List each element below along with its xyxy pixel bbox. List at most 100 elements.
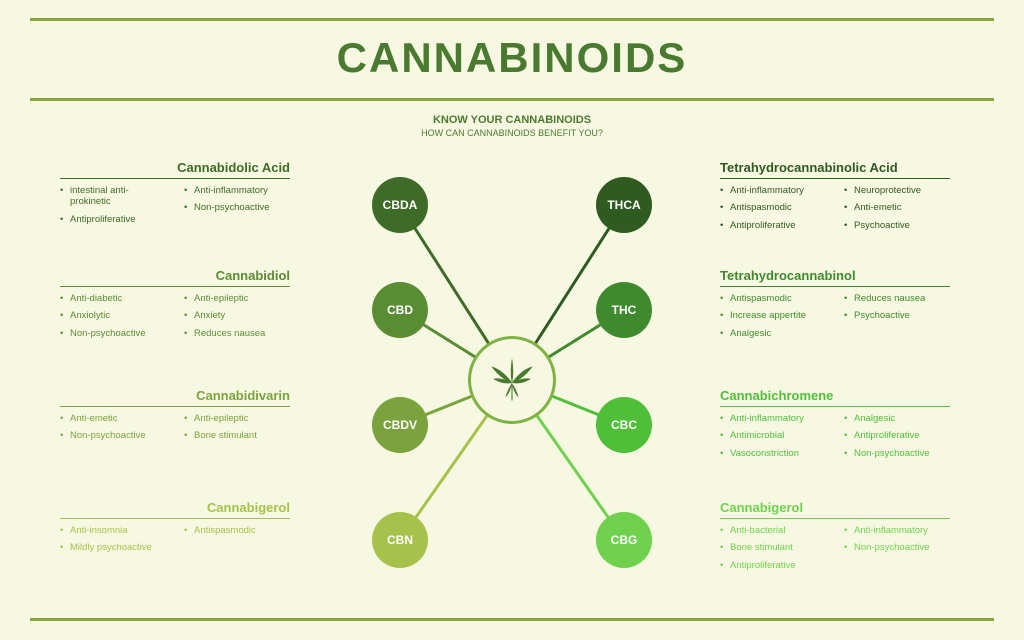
panel-col: Anti-inflammatory Antimicrobial Vasoconstr… (720, 413, 826, 465)
panel-col: Anti-diabetic Anxiolytic Non-psychoactive (60, 293, 166, 345)
panel-item: Antiproliferative (720, 220, 826, 231)
panel-item: Psychoactive (844, 220, 950, 231)
main-title: CANNABINOIDS (0, 34, 1024, 82)
panel-item: Non-psychoactive (60, 430, 166, 441)
panel-title: Cannabidiol (60, 268, 290, 287)
panel-item: intestinal anti-prokinetic (60, 185, 166, 208)
panel-columns: Anti-emetic Non-psychoactive Anti-epilepti… (60, 413, 290, 448)
panel-item: Anti-inflammatory (720, 185, 826, 196)
node-thc: THC (596, 282, 652, 338)
node-cbdv: CBDV (372, 397, 428, 453)
panel-list: Reduces nausea Psychoactive (844, 293, 950, 322)
node-cbn: CBN (372, 512, 428, 568)
panel-item: Neuroprotective (844, 185, 950, 196)
panel-col: Anti-inflammatory Non-psychoactive (844, 525, 950, 577)
panel-item: Bone stimulant (720, 542, 826, 553)
panel-columns: Anti-diabeticAnxiolyticNon-psychoactiveA… (60, 293, 290, 345)
panel-cannabidivarin: Cannabidivarin Anti-emetic Non-psychoactiv… (60, 388, 290, 448)
panel-col: Anti-epileptic Anxiety Reduces nausea (184, 293, 290, 345)
divider-rule (30, 98, 994, 101)
panel-item: Anti-emetic (844, 202, 950, 213)
panel-columns: Anti-inflammatory Antimicrobial Vasoconstr… (720, 413, 950, 465)
panel-columns: intestinal anti-prokinetic Antiproliferat… (60, 185, 290, 231)
panel-item: Anti-inflammatory (844, 525, 950, 536)
panel-cannabidolic-acid: Cannabidolic Acid intestinal anti-prokine… (60, 160, 290, 231)
panel-list: Anti-diabetic Anxiolytic Non-psychoactive (60, 293, 166, 339)
panel-list: Anti-inflammatory Non-psychoactive (844, 525, 950, 554)
panel-columns: Anti-bacterial Bone stimulant Antiprolifer… (720, 525, 950, 577)
panel-list: Anti-bacterial Bone stimulant Antiprolifer… (720, 525, 826, 571)
divider-rule (30, 618, 994, 621)
panel-item: Anti-inflammatory (720, 413, 826, 424)
panel-item: Reduces nausea (844, 293, 950, 304)
panel-list: Anti-epileptic Anxiety Reduces nausea (184, 293, 290, 339)
panel-list: Anti-emetic Non-psychoactive (60, 413, 166, 442)
panel-item: Non-psychoactive (844, 542, 950, 553)
panel-title: Tetrahydrocannabinolic Acid (720, 160, 950, 179)
panel-list: Neuroprotective Anti-emetic Psychoactive (844, 185, 950, 231)
panel-item: Anti-epileptic (184, 293, 290, 304)
panel-item: Antispasmodic (720, 293, 826, 304)
panel-item: Anti-bacterial (720, 525, 826, 536)
panel-col: Anti-inflammatoryNon-psychoactive (184, 185, 290, 231)
node-cbg: CBG (596, 512, 652, 568)
subtitle-secondary: HOW CAN CANNABINOIDS BENEFIT YOU? (0, 128, 1024, 138)
panel-item: Increase appertite (720, 310, 826, 321)
panel-title: Cannabigerol (720, 500, 950, 519)
panel-title: Cannabigerol (60, 500, 290, 519)
panel-item: Antispasmodic (720, 202, 826, 213)
panel-item: Anti-diabetic (60, 293, 166, 304)
panel-list: Anti-inflammatory Antispasmodic Antiprolif… (720, 185, 826, 231)
divider-rule (30, 18, 994, 21)
panel-col: Anti-emetic Non-psychoactive (60, 413, 166, 448)
panel-list: Anti-inflammatoryNon-psychoactive (184, 185, 290, 214)
panel-list: Anti-inflammatory Antimicrobial Vasoconstr… (720, 413, 826, 459)
panel-item: Anxiety (184, 310, 290, 321)
panel-item: Antiproliferative (720, 560, 826, 571)
panel-columns: Anti-insomnia Mildly psychoactive Antispas… (60, 525, 290, 560)
panel-list: AnalgesicAntiproliferativeNon-psychoacti… (844, 413, 950, 459)
panel-item: Antiproliferative (60, 214, 166, 225)
panel-list: Antispasmodic Increase appertite Analgesic (720, 293, 826, 339)
panel-item: Psychoactive (844, 310, 950, 321)
panel-col: Antispasmodic (184, 525, 290, 560)
panel-item: Antispasmodic (184, 525, 290, 536)
panel-item: Antimicrobial (720, 430, 826, 441)
node-cbda: CBDA (372, 177, 428, 233)
panel-list: Anti-insomnia Mildly psychoactive (60, 525, 166, 554)
panel-item: Non-psychoactive (60, 328, 166, 339)
panel-col: Antispasmodic Increase appertite Analgesic (720, 293, 826, 345)
panel-item: Analgesic (720, 328, 826, 339)
panel-item: Non-psychoactive (184, 202, 290, 213)
panel-col: Anti-bacterial Bone stimulant Antiprolifer… (720, 525, 826, 577)
panel-item: Anti-emetic (60, 413, 166, 424)
panel-title: Cannabidivarin (60, 388, 290, 407)
panel-item: Mildly psychoactive (60, 542, 166, 553)
panel-item: Bone stimulant (184, 430, 290, 441)
center-leaf-circle (468, 336, 556, 424)
panel-title: Cannabidolic Acid (60, 160, 290, 179)
panel-item: Anxiolytic (60, 310, 166, 321)
panel-cannabidiol: Cannabidiol Anti-diabetic Anxiolytic Non-ps… (60, 268, 290, 345)
panel-col: Anti-insomnia Mildly psychoactive (60, 525, 166, 560)
panel-item: Anti-epileptic (184, 413, 290, 424)
panel-col: AnalgesicAntiproliferativeNon-psychoacti… (844, 413, 950, 465)
panel-item: Vasoconstriction (720, 448, 826, 459)
panel-cannabigerol: Cannabigerol Anti-insomnia Mildly psychoac… (60, 500, 290, 560)
panel-list: Anti-epileptic Bone stimulant (184, 413, 290, 442)
panel-list: Antispasmodic (184, 525, 290, 536)
panel-col: Anti-inflammatory Antispasmodic Antiprolif… (720, 185, 826, 237)
panel-item: Anti-insomnia (60, 525, 166, 536)
panel-list: intestinal anti-prokinetic Antiproliferat… (60, 185, 166, 225)
panel-col: Anti-epileptic Bone stimulant (184, 413, 290, 448)
panel-item: Analgesic (844, 413, 950, 424)
panel-tetrahydrocannabinolic-acid: Tetrahydrocannabinolic Acid Anti-inflamma… (720, 160, 950, 237)
panel-cannabigerol: Cannabigerol Anti-bacterial Bone stimulant… (720, 500, 950, 577)
panel-columns: Anti-inflammatory Antispasmodic Antiprolif… (720, 185, 950, 237)
panel-item: Non-psychoactive (844, 448, 950, 459)
panel-col: intestinal anti-prokinetic Antiproliferat… (60, 185, 166, 231)
panel-title: Cannabichromene (720, 388, 950, 407)
panel-title: Tetrahydrocannabinol (720, 268, 950, 287)
panel-item: Reduces nausea (184, 328, 290, 339)
node-cbd: CBD (372, 282, 428, 338)
